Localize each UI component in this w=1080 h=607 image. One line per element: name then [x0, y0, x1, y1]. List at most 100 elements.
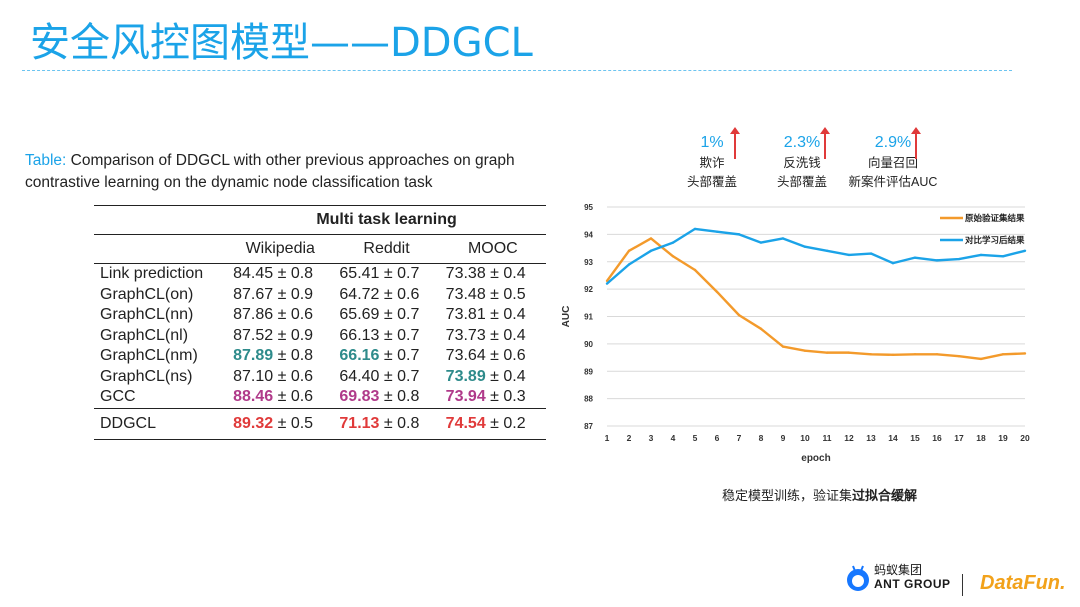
- data-point: [935, 353, 939, 356]
- data-point: [979, 253, 983, 257]
- x-axis-label: epoch: [801, 453, 830, 464]
- score-error: ± 0.8: [383, 414, 420, 432]
- data-point: [737, 233, 741, 236]
- data-point: [869, 252, 873, 255]
- score-error: ± 0.8: [277, 347, 314, 365]
- x-tick-label: 20: [1020, 433, 1030, 443]
- score-error: ± 0.5: [490, 285, 526, 303]
- score-error: ± 0.6: [277, 388, 314, 406]
- score-value: 65.41: [339, 265, 380, 283]
- x-tick-label: 13: [866, 433, 876, 443]
- column-header: Wikipedia: [227, 234, 334, 264]
- results-table: Multi task learning Wikipedia Reddit MOOC …: [94, 205, 546, 440]
- score-cell: 73.73 ± 0.4: [440, 326, 546, 347]
- data-point: [671, 241, 675, 244]
- gain-label: 新案件评估AUC: [848, 175, 938, 189]
- score-value: 87.89: [233, 347, 274, 365]
- data-point: [957, 354, 961, 358]
- gain-indicator: 2.9% 向量召回 新案件评估AUC: [848, 134, 938, 190]
- table-row: Link prediction 84.45 ± 0.8 65.41 ± 0.7 73.…: [94, 264, 546, 285]
- y-tick-label: 88: [584, 395, 593, 404]
- y-tick-label: 94: [584, 230, 593, 239]
- score-error: ± 0.7: [383, 265, 420, 283]
- gain-percent: 1%: [700, 134, 724, 151]
- note-emphasis: 过拟合缓解: [852, 488, 918, 503]
- score-cell: 87.67 ± 0.9: [227, 285, 333, 306]
- score-cell: 64.40 ± 0.7: [333, 367, 439, 388]
- data-point: [671, 255, 675, 258]
- score-cell: 87.10 ± 0.6: [227, 367, 333, 388]
- gain-indicator: 2.3% 反洗钱 头部覆盖: [757, 134, 847, 190]
- score-cell: 73.94 ± 0.3: [439, 387, 546, 409]
- score-value: 64.72: [339, 285, 380, 303]
- data-point: [781, 345, 785, 348]
- score-cell: 73.89 ± 0.4: [440, 367, 546, 388]
- score-error: ± 0.4: [490, 367, 526, 385]
- ant-group-en: ANT GROUP: [874, 577, 951, 591]
- column-header: MOOC: [439, 234, 546, 264]
- gain-label: 欺诈: [699, 156, 725, 170]
- data-point: [1001, 255, 1005, 258]
- method-name: GraphCL(on): [100, 285, 194, 303]
- x-tick-label: 17: [954, 433, 964, 443]
- gain-label: 反洗钱: [783, 156, 821, 170]
- score-value: 74.54: [445, 414, 486, 432]
- score-value: 71.13: [339, 414, 380, 432]
- score-value: 73.81: [445, 306, 486, 324]
- data-point: [1023, 352, 1027, 355]
- score-error: ± 0.5: [277, 414, 314, 432]
- score-error: ± 0.4: [490, 326, 526, 344]
- score-error: ± 0.6: [277, 367, 314, 385]
- data-point: [891, 353, 895, 357]
- score-value: 64.40: [339, 367, 380, 385]
- score-value: 84.45: [233, 265, 274, 283]
- data-point: [957, 257, 961, 261]
- data-point: [649, 237, 653, 240]
- x-tick-label: 5: [693, 433, 698, 443]
- data-point: [605, 279, 609, 283]
- score-cell: 64.72 ± 0.6: [333, 285, 439, 306]
- x-tick-label: 10: [800, 433, 810, 443]
- data-point: [715, 290, 719, 294]
- score-error: ± 0.4: [490, 306, 526, 324]
- score-value: 87.52: [233, 326, 274, 344]
- data-point: [1023, 249, 1027, 252]
- method-name: GraphCL(ns): [100, 367, 193, 385]
- score-error: ± 0.6: [277, 306, 314, 324]
- y-tick-label: 89: [584, 367, 593, 376]
- data-point: [869, 353, 873, 356]
- legend-label: 对比学习后结果: [965, 235, 1025, 246]
- score-cell: 65.41 ± 0.7: [333, 264, 439, 285]
- method-name: DDGCL: [94, 408, 228, 440]
- score-error: ± 0.8: [383, 388, 420, 406]
- table-row: GraphCL(nn) 87.86 ± 0.6 65.69 ± 0.7 73.81 ±…: [94, 305, 546, 326]
- ant-group-wordmark: 蚂蚁集团 ANT GROUP: [874, 563, 951, 591]
- data-point: [803, 245, 807, 248]
- ant-group-logo-icon: [847, 565, 869, 591]
- caption-text: Comparison of DDGCL with other previous …: [25, 152, 515, 191]
- score-cell: 73.81 ± 0.4: [440, 305, 546, 326]
- data-point: [825, 351, 829, 354]
- gain-indicator: 1% 欺诈 头部覆盖: [667, 134, 757, 190]
- score-cell: 66.13 ± 0.7: [333, 326, 439, 347]
- score-error: ± 0.7: [383, 306, 420, 324]
- score-value: 73.89: [445, 367, 486, 385]
- x-tick-label: 2: [627, 433, 632, 443]
- column-header: Reddit: [333, 234, 440, 264]
- score-cell: 73.48 ± 0.5: [440, 285, 546, 306]
- score-value: 73.94: [445, 388, 486, 406]
- table-row: GraphCL(nl) 87.52 ± 0.9 66.13 ± 0.7 73.73 ±…: [94, 326, 546, 347]
- x-tick-label: 6: [715, 433, 720, 443]
- score-value: 73.64: [445, 347, 486, 365]
- method-name: Link prediction: [100, 265, 204, 283]
- score-error: ± 0.9: [277, 285, 314, 303]
- table-row-ours: DDGCL 89.32 ± 0.5 71.13 ± 0.8 74.54 ± 0.2: [94, 408, 546, 440]
- score-value: 73.48: [445, 285, 486, 303]
- data-point: [737, 313, 741, 317]
- up-arrow-icon: [730, 127, 740, 159]
- score-cell: 71.13 ± 0.8: [333, 408, 440, 440]
- data-point: [825, 249, 829, 252]
- score-error: ± 0.6: [490, 347, 526, 365]
- x-tick-label: 3: [649, 433, 654, 443]
